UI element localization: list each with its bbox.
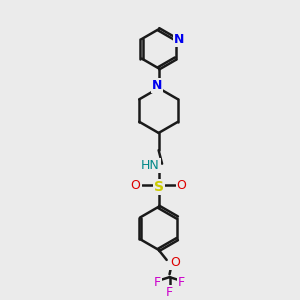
Text: F: F bbox=[166, 286, 173, 299]
Text: F: F bbox=[178, 276, 185, 289]
Text: HN: HN bbox=[141, 160, 160, 172]
Text: N: N bbox=[174, 32, 184, 46]
Text: O: O bbox=[131, 179, 141, 192]
Text: O: O bbox=[177, 179, 187, 192]
Text: N: N bbox=[152, 79, 162, 92]
Text: S: S bbox=[154, 180, 164, 194]
Text: F: F bbox=[154, 276, 161, 289]
Text: O: O bbox=[170, 256, 180, 269]
